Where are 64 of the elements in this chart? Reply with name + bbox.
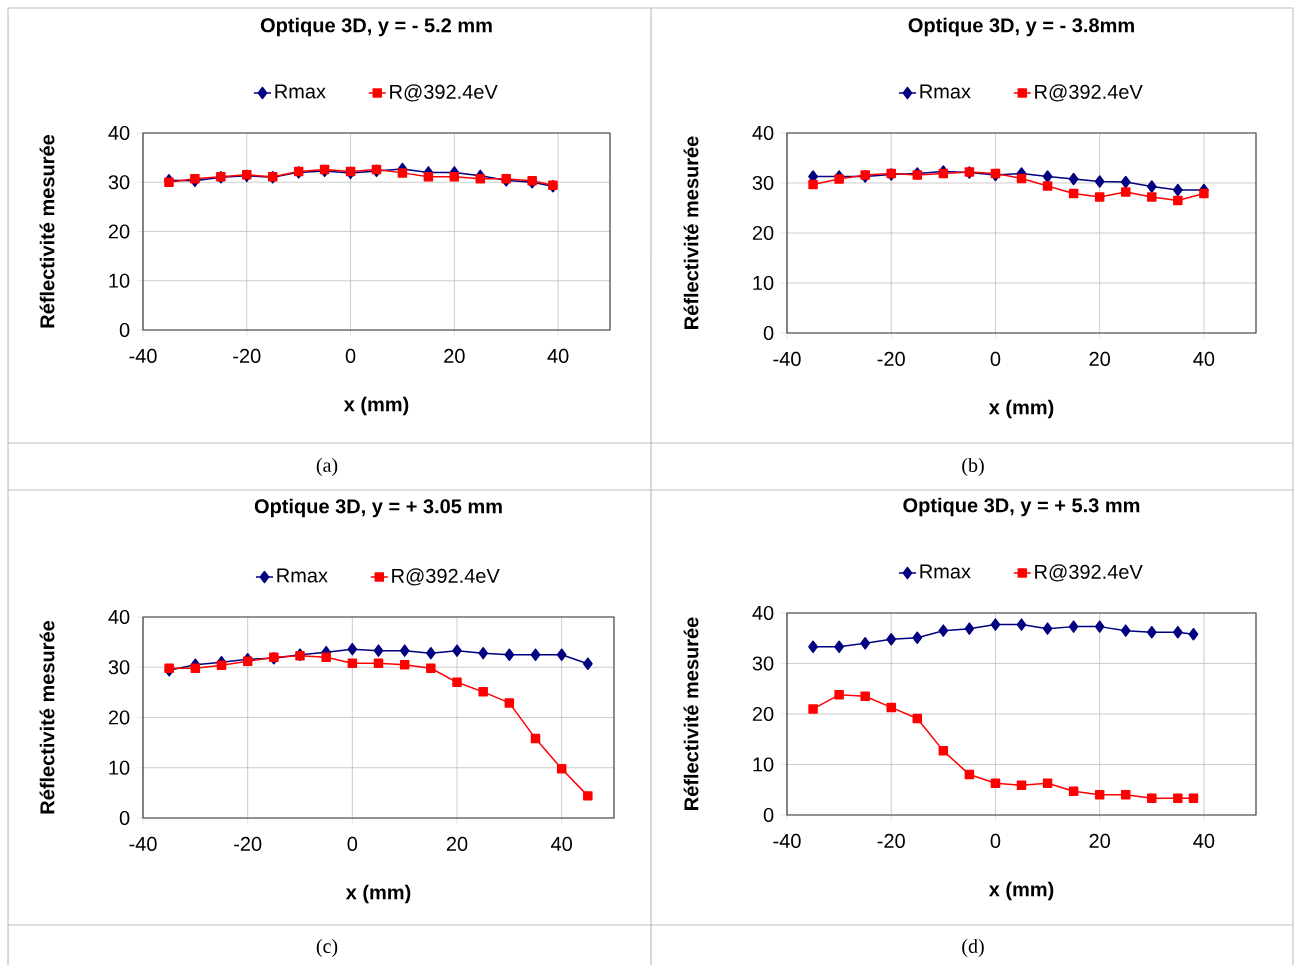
chart-title: Optique 3D, y = + 3.05 mm [254, 498, 502, 518]
chart-title: Optique 3D, y = - 3.8mm [908, 17, 1134, 37]
x-axis-title: x (mm) [988, 881, 1054, 901]
text: (d) [962, 938, 984, 958]
y-tick-label: 20 [752, 706, 774, 722]
y-tick-label: 10 [109, 273, 130, 288]
x-axis-title: x (mm) [345, 884, 411, 904]
y-tick-label: 40 [108, 609, 130, 625]
text: (c) [316, 938, 338, 958]
x-tick-label: -20 [234, 836, 262, 851]
x-tick-label: -20 [233, 348, 261, 363]
y-tick-label: 10 [753, 275, 774, 291]
legend-label: Rmax [920, 564, 971, 579]
x-tick-label: 0 [990, 351, 1001, 366]
text: (a) [316, 457, 338, 477]
x-tick-label: 20 [446, 836, 468, 851]
y-tick-label: 30 [752, 656, 774, 671]
y-axis-title: Réflectivité mesurée [39, 620, 55, 814]
x-tick-label: 20 [1089, 833, 1110, 848]
y-tick-label: 0 [763, 807, 774, 823]
x-tick-label: 40 [1193, 351, 1215, 366]
y-tick-label: 0 [119, 322, 130, 338]
y-axis-title: Réflectivité mesurée [683, 136, 699, 329]
x-tick-label: -40 [129, 348, 157, 363]
text: (b) [962, 457, 984, 477]
legend-label: R@392.4eV [1035, 84, 1143, 102]
y-tick-label: 30 [752, 175, 774, 191]
y-tick-label: 10 [109, 760, 130, 775]
x-tick-label: 20 [444, 348, 465, 363]
x-tick-label: 40 [551, 836, 572, 851]
x-axis-title: x (mm) [343, 396, 409, 416]
y-tick-label: 40 [752, 605, 774, 621]
legend-label: R@392.4eV [390, 84, 498, 102]
x-tick-label: -40 [773, 833, 801, 848]
y-axis-title: Réflectivité mesurée [683, 617, 699, 810]
y-tick-label: 30 [108, 175, 130, 190]
legend-label: R@392.4eV [392, 568, 500, 586]
x-tick-label: -20 [877, 833, 905, 848]
y-tick-label: 40 [752, 125, 774, 141]
chart-title: Optique 3D, y = + 5.3 mm [903, 497, 1140, 517]
x-tick-label: 0 [345, 348, 356, 363]
x-tick-label: -40 [129, 836, 157, 851]
legend-label: R@392.4eV [1035, 564, 1143, 582]
y-tick-label: 20 [752, 225, 774, 241]
y-tick-label: 0 [119, 810, 130, 826]
x-tick-label: -40 [773, 351, 801, 366]
y-tick-label: 30 [108, 660, 130, 675]
x-tick-label: 20 [1089, 351, 1110, 366]
x-axis-title: x (mm) [988, 399, 1054, 419]
chart-title: Optique 3D, y = - 5.2 mm [260, 17, 492, 37]
legend-label: Rmax [277, 568, 328, 583]
legend-label: Rmax [275, 84, 326, 99]
y-axis-title: Réflectivité mesurée [39, 134, 55, 328]
legend-label: Rmax [920, 84, 971, 99]
y-tick-label: 20 [108, 224, 130, 239]
x-tick-label: 0 [347, 836, 358, 851]
x-tick-label: -20 [877, 351, 905, 366]
x-tick-label: 40 [547, 348, 569, 363]
y-tick-label: 40 [108, 125, 130, 141]
y-tick-label: 20 [108, 710, 130, 725]
x-tick-label: 40 [1193, 833, 1215, 848]
y-tick-label: 0 [763, 325, 774, 341]
y-tick-label: 10 [753, 757, 774, 772]
x-tick-label: 0 [990, 833, 1001, 848]
